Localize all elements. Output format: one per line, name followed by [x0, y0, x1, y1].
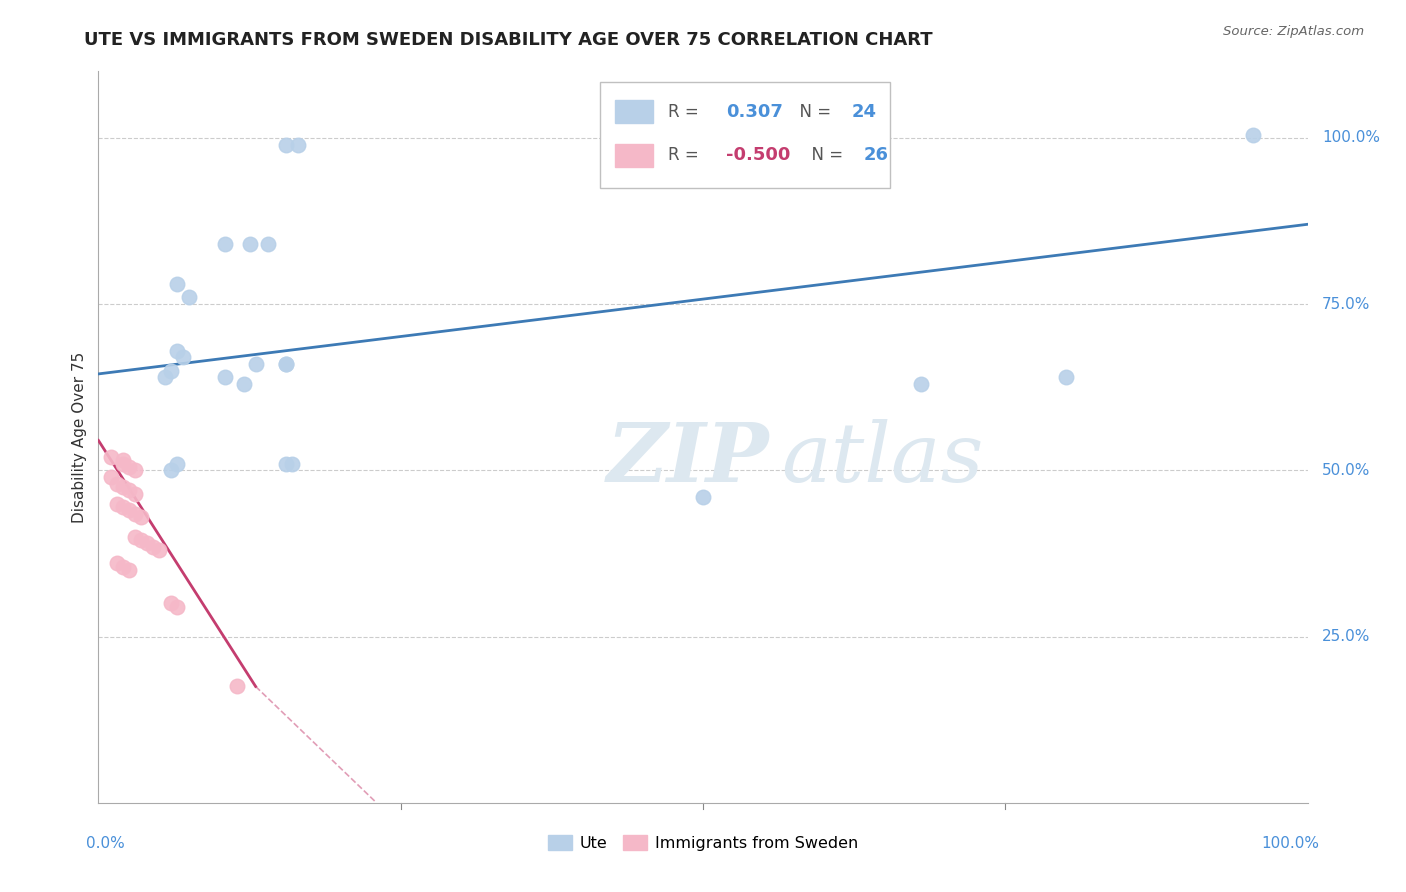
Point [105, 476, 128, 491]
Point [179, 290, 201, 304]
Text: 100.0%: 100.0% [1322, 130, 1381, 145]
Text: 0.0%: 0.0% [86, 836, 125, 851]
Point [100, 470, 122, 484]
Point [1054, 370, 1077, 384]
Y-axis label: Disability Age Over 75: Disability Age Over 75 [72, 351, 87, 523]
Point [256, 237, 278, 252]
Point [129, 533, 152, 548]
Point [124, 507, 146, 521]
Text: R =: R = [668, 103, 704, 120]
Point [160, 363, 183, 377]
Text: 0.307: 0.307 [725, 103, 783, 120]
Point [129, 509, 152, 524]
Text: R =: R = [668, 146, 704, 164]
Point [142, 540, 165, 554]
Point [111, 453, 134, 467]
Point [124, 463, 146, 477]
Point [239, 237, 262, 252]
Point [118, 460, 141, 475]
Point [148, 543, 170, 558]
Point [172, 351, 194, 365]
Point [692, 490, 714, 504]
Text: 100.0%: 100.0% [1261, 836, 1320, 851]
Point [274, 137, 297, 152]
Point [160, 463, 183, 477]
Point [214, 237, 236, 252]
Bar [614, 144, 654, 167]
Point [118, 563, 141, 577]
Point [214, 370, 236, 384]
Point [1241, 128, 1264, 142]
Point [226, 680, 249, 694]
Text: UTE VS IMMIGRANTS FROM SWEDEN DISABILITY AGE OVER 75 CORRELATION CHART: UTE VS IMMIGRANTS FROM SWEDEN DISABILITY… [84, 31, 934, 49]
Point [910, 376, 932, 391]
Bar [614, 100, 654, 123]
Point [153, 370, 176, 384]
FancyBboxPatch shape [600, 82, 890, 188]
Text: N =: N = [789, 103, 837, 120]
Text: 75.0%: 75.0% [1322, 297, 1371, 311]
Text: 26: 26 [863, 146, 889, 164]
Text: 24: 24 [852, 103, 877, 120]
Text: 25.0%: 25.0% [1322, 629, 1371, 644]
Point [111, 500, 134, 514]
Point [281, 457, 304, 471]
Point [166, 343, 188, 358]
Point [124, 530, 146, 544]
Point [105, 557, 128, 571]
Point [274, 457, 297, 471]
Point [245, 357, 267, 371]
Point [166, 457, 188, 471]
Point [100, 450, 122, 464]
Point [105, 497, 128, 511]
Point [274, 357, 297, 371]
Point [135, 536, 157, 550]
Text: Source: ZipAtlas.com: Source: ZipAtlas.com [1223, 25, 1364, 38]
Point [166, 599, 188, 614]
Point [232, 376, 254, 391]
Text: 50.0%: 50.0% [1322, 463, 1371, 478]
Point [166, 277, 188, 292]
Point [111, 559, 134, 574]
Point [118, 503, 141, 517]
Text: atlas: atlas [782, 419, 984, 499]
Point [111, 480, 134, 494]
Text: -0.500: -0.500 [725, 146, 790, 164]
Legend: Ute, Immigrants from Sweden: Ute, Immigrants from Sweden [541, 828, 865, 857]
Point [111, 457, 134, 471]
Point [160, 596, 183, 610]
Point [124, 486, 146, 500]
Text: ZIP: ZIP [606, 419, 769, 499]
Point [118, 483, 141, 498]
Point [287, 137, 309, 152]
Point [274, 357, 297, 371]
Text: N =: N = [801, 146, 848, 164]
